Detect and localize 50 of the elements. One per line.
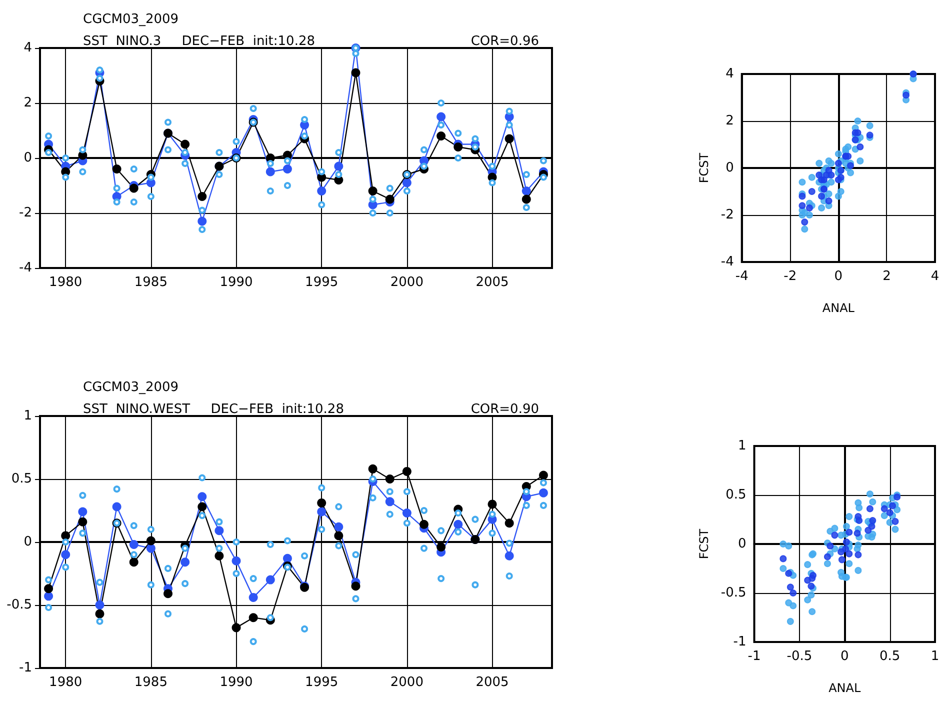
y-axis-title: FCST bbox=[697, 528, 711, 560]
y-tick-label: 4 bbox=[726, 66, 734, 82]
x-axis-title: ANAL bbox=[828, 681, 861, 695]
x-tick-label: 1990 bbox=[220, 675, 253, 690]
x-tick-label: 1 bbox=[930, 649, 940, 664]
y-tick-label: 0 bbox=[726, 160, 734, 176]
x-tick-label: 1995 bbox=[305, 275, 338, 290]
y-tick-label: 0 bbox=[738, 536, 746, 552]
y-tick-label: -2 bbox=[19, 206, 32, 220]
y-tick-label: 1 bbox=[738, 438, 746, 454]
chart-title: CGCM03_2009 bbox=[83, 380, 179, 395]
annotation: COR=0.96 bbox=[470, 34, 540, 49]
x-tick-label: 1995 bbox=[305, 675, 338, 690]
y-tick-label: 0.5 bbox=[726, 488, 746, 502]
x-tick-label: 0.5 bbox=[879, 649, 900, 664]
x-tick-label: 1980 bbox=[49, 675, 82, 690]
x-tick-label: 2000 bbox=[390, 275, 424, 290]
y-tick-label: -0.5 bbox=[6, 598, 32, 612]
chart-subtitle: SST NINO.WEST DEC−FEB init:10.28 bbox=[83, 402, 344, 417]
x-tick-label: 4 bbox=[930, 269, 940, 284]
y-tick-label: 2 bbox=[726, 114, 734, 128]
x-axis-title: ANAL bbox=[822, 301, 855, 315]
x-tick-label: 1990 bbox=[220, 275, 253, 290]
x-tick-label: 0 bbox=[834, 269, 843, 284]
x-tick-label: -2 bbox=[784, 269, 797, 284]
y-tick-label: 1 bbox=[24, 408, 32, 424]
y-tick-label: -2 bbox=[720, 208, 734, 222]
annotation: COR=0.90 bbox=[470, 402, 540, 417]
x-tick-label: -0.5 bbox=[786, 649, 812, 664]
y-tick-label: 4 bbox=[24, 40, 32, 56]
chart-title: CGCM03_2009 bbox=[83, 12, 179, 27]
x-tick-label: 2005 bbox=[476, 675, 509, 690]
y-tick-label: 0 bbox=[24, 150, 32, 166]
y-tick-label: 0 bbox=[24, 534, 32, 550]
y-tick-label: 2 bbox=[24, 96, 32, 110]
x-tick-label: 0 bbox=[840, 649, 849, 664]
x-tick-label: 2000 bbox=[390, 675, 424, 690]
y-tick-label: -4 bbox=[720, 254, 734, 270]
x-tick-label: 1980 bbox=[49, 275, 82, 290]
y-tick-label: -1 bbox=[733, 634, 746, 650]
x-tick-label: 2005 bbox=[476, 275, 509, 290]
x-tick-label: 1985 bbox=[134, 675, 168, 690]
chart-subtitle: SST NINO.3 DEC−FEB init:10.28 bbox=[83, 34, 315, 49]
x-tick-label: -1 bbox=[748, 649, 761, 664]
y-tick-label: 0.5 bbox=[11, 472, 32, 486]
y-tick-label: -0.5 bbox=[720, 586, 746, 600]
x-tick-label: 2 bbox=[882, 269, 891, 284]
x-tick-label: 1985 bbox=[134, 275, 168, 290]
y-axis-title: FCST bbox=[697, 152, 711, 184]
y-tick-label: -1 bbox=[19, 660, 32, 676]
